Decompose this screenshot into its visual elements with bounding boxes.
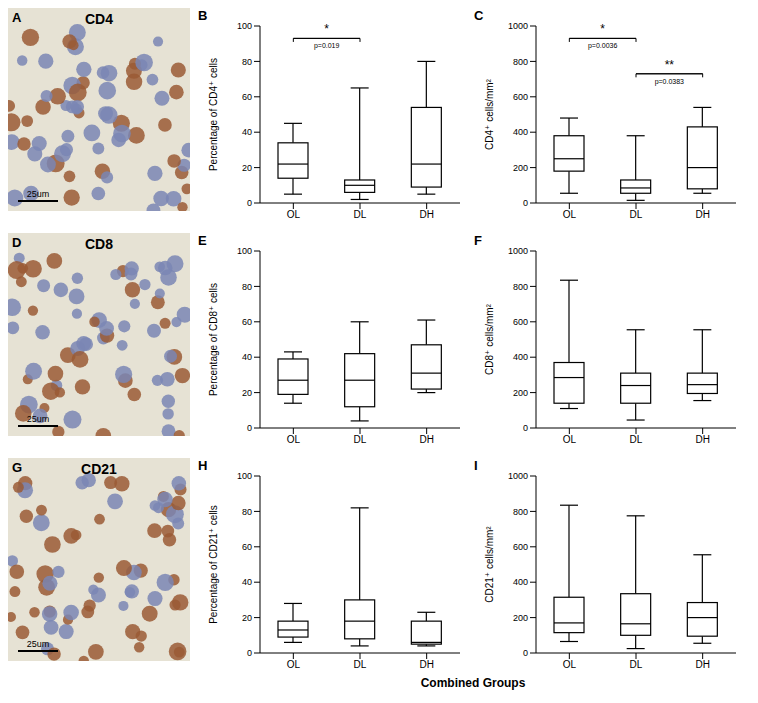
- svg-text:DH: DH: [419, 659, 433, 670]
- svg-text:600: 600: [513, 317, 528, 327]
- svg-text:p=0.0036: p=0.0036: [588, 42, 617, 50]
- svg-text:**: **: [665, 58, 675, 72]
- svg-text:CD4: CD4: [85, 11, 113, 27]
- svg-text:*: *: [324, 22, 329, 36]
- svg-text:OL: OL: [287, 434, 301, 445]
- svg-text:D: D: [12, 235, 21, 250]
- svg-text:1000: 1000: [508, 471, 528, 481]
- svg-text:DH: DH: [419, 434, 433, 445]
- svg-text:200: 200: [513, 388, 528, 398]
- svg-text:*: *: [600, 22, 605, 36]
- svg-text:800: 800: [513, 57, 528, 67]
- html-text:I: I: [474, 458, 478, 473]
- svg-text:DL: DL: [630, 434, 643, 445]
- svg-text:OL: OL: [287, 659, 301, 670]
- svg-text:CD21⁺ cells/mm²: CD21⁺ cells/mm²: [484, 526, 495, 603]
- svg-text:25um: 25um: [27, 414, 50, 424]
- svg-text:DH: DH: [695, 434, 709, 445]
- svg-text:80: 80: [242, 57, 252, 67]
- svg-text:DL: DL: [630, 659, 643, 670]
- svg-text:400: 400: [513, 127, 528, 137]
- svg-text:Percentage of CD4⁺ cells: Percentage of CD4⁺ cells: [208, 58, 219, 171]
- svg-text:60: 60: [242, 542, 252, 552]
- html-text:C: C: [474, 8, 484, 23]
- svg-text:DL: DL: [354, 434, 367, 445]
- svg-text:CD21: CD21: [81, 461, 117, 477]
- svg-text:Percentage of CD21⁺ cells: Percentage of CD21⁺ cells: [208, 505, 219, 624]
- svg-text:0: 0: [247, 423, 252, 433]
- svg-text:600: 600: [513, 92, 528, 102]
- svg-text:20: 20: [242, 163, 252, 173]
- svg-text:CD8: CD8: [85, 236, 113, 252]
- svg-text:OL: OL: [287, 209, 301, 220]
- svg-text:p=0.019: p=0.019: [314, 42, 340, 50]
- svg-text:DH: DH: [695, 659, 709, 670]
- svg-text:40: 40: [242, 127, 252, 137]
- svg-text:p=0.0383: p=0.0383: [655, 78, 684, 86]
- svg-text:80: 80: [242, 282, 252, 292]
- svg-text:DH: DH: [419, 209, 433, 220]
- svg-text:100: 100: [237, 471, 252, 481]
- svg-text:800: 800: [513, 507, 528, 517]
- svg-text:400: 400: [513, 577, 528, 587]
- svg-text:600: 600: [513, 542, 528, 552]
- svg-text:CD4⁺ cells/mm²: CD4⁺ cells/mm²: [484, 78, 495, 150]
- html-text:E: E: [198, 233, 207, 248]
- svg-text:OL: OL: [563, 209, 577, 220]
- svg-text:25um: 25um: [27, 189, 50, 199]
- svg-text:0: 0: [247, 198, 252, 208]
- svg-text:20: 20: [242, 613, 252, 623]
- svg-text:100: 100: [237, 21, 252, 31]
- svg-text:DL: DL: [354, 659, 367, 670]
- svg-text:CD8⁺ cells/mm²: CD8⁺ cells/mm²: [484, 303, 495, 375]
- svg-text:60: 60: [242, 92, 252, 102]
- svg-text:0: 0: [247, 648, 252, 658]
- html-text:H: H: [198, 458, 208, 473]
- svg-text:40: 40: [242, 577, 252, 587]
- svg-text:60: 60: [242, 317, 252, 327]
- svg-text:0: 0: [523, 198, 528, 208]
- svg-text:A: A: [12, 10, 22, 25]
- svg-text:Percentage of CD8⁺ cells: Percentage of CD8⁺ cells: [208, 283, 219, 396]
- svg-text:1000: 1000: [508, 246, 528, 256]
- html-text:F: F: [474, 233, 482, 248]
- svg-text:DL: DL: [630, 209, 643, 220]
- svg-text:1000: 1000: [508, 21, 528, 31]
- svg-text:80: 80: [242, 507, 252, 517]
- svg-text:OL: OL: [563, 659, 577, 670]
- svg-text:G: G: [12, 460, 22, 475]
- svg-text:200: 200: [513, 163, 528, 173]
- svg-text:200: 200: [513, 613, 528, 623]
- svg-text:100: 100: [237, 246, 252, 256]
- html-text:Combined Groups: Combined Groups: [420, 676, 526, 690]
- svg-text:DH: DH: [695, 209, 709, 220]
- svg-text:0: 0: [523, 648, 528, 658]
- svg-text:20: 20: [242, 388, 252, 398]
- svg-text:OL: OL: [563, 434, 577, 445]
- svg-text:DL: DL: [354, 209, 367, 220]
- svg-text:40: 40: [242, 352, 252, 362]
- svg-text:400: 400: [513, 352, 528, 362]
- html-text:B: B: [198, 8, 208, 23]
- svg-text:800: 800: [513, 282, 528, 292]
- svg-text:25um: 25um: [27, 639, 50, 649]
- svg-text:0: 0: [523, 423, 528, 433]
